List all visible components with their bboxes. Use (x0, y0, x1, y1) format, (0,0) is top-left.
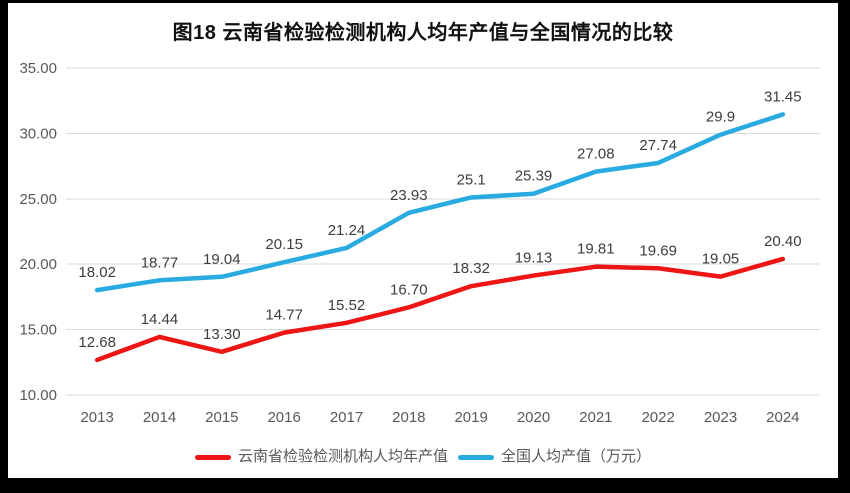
y-axis-tick-label: 35.00 (19, 60, 57, 77)
legend: 云南省检验检测机构人均年产值 全国人均产值（万元） (8, 445, 838, 469)
data-label-series-1: 25.1 (457, 171, 486, 188)
data-label-series-1: 27.74 (639, 137, 677, 154)
line-chart: 10.00 15.00 20.00 25.00 30.00 35.00 2013 2014 20… (19, 60, 820, 426)
x-axis-tick-label: 2024 (766, 409, 799, 426)
data-label-series-0: 12.68 (78, 334, 116, 351)
data-label-series-0: 19.81 (577, 241, 615, 258)
y-axis-tick-label: 25.00 (19, 191, 57, 208)
y-axis-tick-label: 15.00 (19, 322, 57, 339)
x-axis-tick-label: 2013 (80, 409, 113, 426)
y-axis-tick-label: 30.00 (19, 125, 57, 142)
data-label-series-0: 19.69 (639, 242, 677, 259)
x-axis-tick-label: 2015 (205, 409, 238, 426)
data-label-series-1: 29.9 (706, 109, 735, 126)
x-axis-tick-label: 2023 (704, 409, 737, 426)
x-axis-tick-label: 2018 (392, 409, 425, 426)
data-label-series-0: 13.30 (203, 326, 241, 343)
data-label-series-0: 14.77 (265, 307, 303, 324)
x-axis-tick-label: 2021 (579, 409, 612, 426)
series-line-1 (94, 112, 786, 293)
data-label-series-1: 18.02 (78, 264, 116, 281)
data-label-series-1: 31.45 (764, 88, 802, 105)
x-axis-tick-label: 2014 (143, 409, 176, 426)
x-axis-tick-label: 2016 (267, 409, 300, 426)
data-label-series-0: 19.13 (515, 250, 553, 267)
data-label-series-0: 18.32 (452, 260, 490, 277)
data-label-series-1: 19.04 (203, 251, 241, 268)
legend-swatch (194, 454, 231, 460)
data-label-series-0: 19.05 (702, 251, 740, 268)
data-label-series-1: 23.93 (390, 187, 428, 204)
chart-title: 图18 云南省检验检测机构人均年产值与全国情况的比较 (172, 22, 674, 44)
legend-label: 云南省检验检测机构人均年产值 (237, 448, 448, 465)
series-line-0 (94, 256, 786, 363)
y-axis-tick-label: 20.00 (19, 256, 57, 273)
chart-panel: 10.00 15.00 20.00 25.00 30.00 35.00 2013 2014 20… (8, 3, 838, 478)
data-label-series-1: 25.39 (515, 168, 553, 185)
x-axis-tick-label: 2019 (454, 409, 487, 426)
data-label-series-0: 16.70 (390, 281, 428, 298)
data-label-series-1: 27.08 (577, 146, 615, 163)
legend-swatch (458, 454, 494, 460)
data-label-series-0: 20.40 (764, 233, 802, 250)
data-label-series-1: 20.15 (265, 236, 303, 253)
legend-label: 全国人均产值（万元） (501, 448, 652, 465)
data-label-series-1: 18.77 (141, 254, 179, 271)
x-axis-tick-label: 2017 (330, 409, 363, 426)
data-label-series-0: 15.52 (328, 297, 366, 314)
y-axis-tick-label: 10.00 (19, 387, 57, 404)
x-axis-tick-label: 2020 (517, 409, 550, 426)
legend-item: 全国人均产值（万元） (458, 445, 651, 469)
data-label-series-1: 21.24 (328, 222, 366, 239)
x-axis-tick-label: 2022 (641, 409, 674, 426)
data-label-series-0: 14.44 (141, 311, 179, 328)
legend-item: 云南省检验检测机构人均年产值 (194, 445, 448, 469)
